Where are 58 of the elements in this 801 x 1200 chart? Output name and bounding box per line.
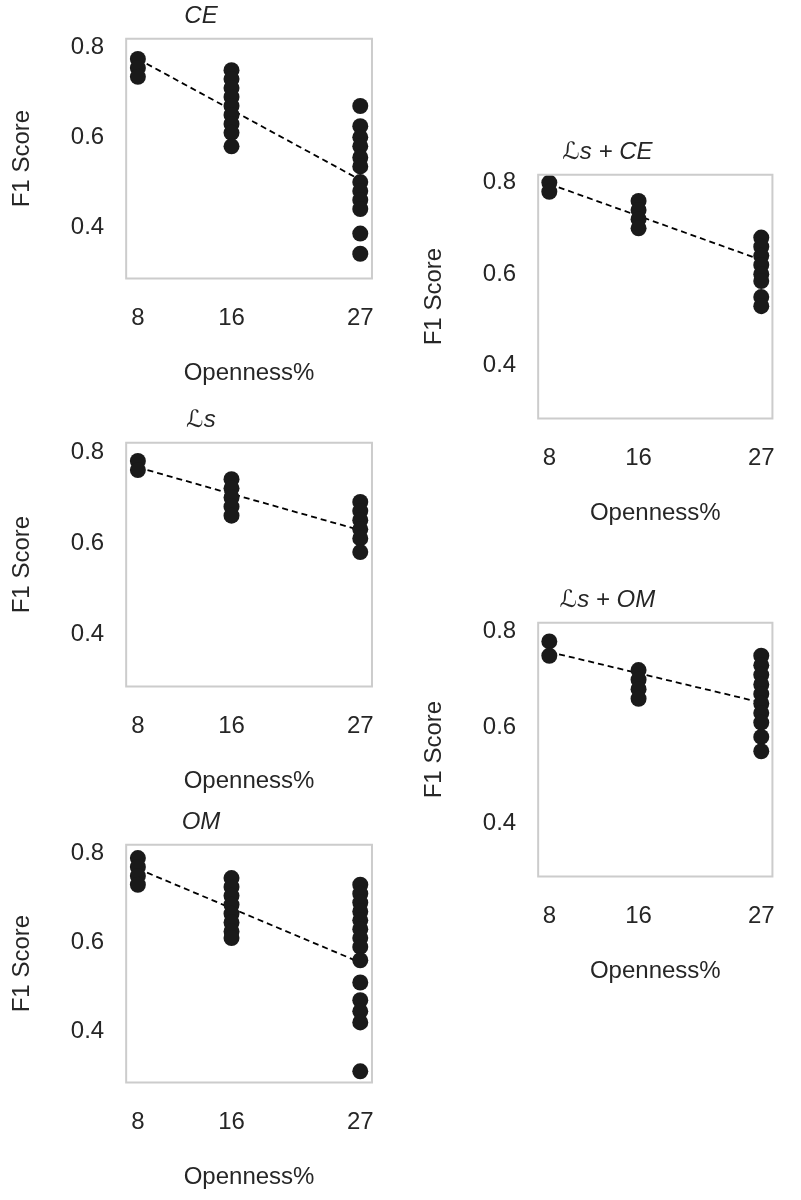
y-axis-title: F1 Score <box>7 515 35 614</box>
point <box>541 647 558 664</box>
x-tick-label: 8 <box>542 443 556 471</box>
y-tick-label: 0.8 <box>70 436 105 464</box>
x-tick-label: 27 <box>747 901 775 929</box>
x-tick-label: 27 <box>346 303 374 331</box>
y-tick-label: 0.4 <box>70 211 105 239</box>
y-axis-title: F1 Score <box>7 109 35 208</box>
x-axis-title: Openness% <box>589 498 721 526</box>
point <box>352 974 369 991</box>
point <box>352 97 369 114</box>
x-tick-label: 8 <box>131 711 145 739</box>
point <box>352 1014 369 1031</box>
x-tick-label: 27 <box>346 711 374 739</box>
point <box>753 743 770 760</box>
point <box>352 544 369 561</box>
point <box>352 952 369 969</box>
x-tick-label: 8 <box>131 303 145 331</box>
x-tick-label: 16 <box>218 711 245 739</box>
y-tick-label: 0.6 <box>482 712 517 740</box>
chart-title: ℒs + CE <box>562 137 654 165</box>
chart-title: ℒs <box>186 405 216 433</box>
chart-title: OM <box>181 807 221 835</box>
x-tick-label: 16 <box>218 303 245 331</box>
chart-title: CE <box>184 1 219 29</box>
x-tick-label: 8 <box>131 1107 145 1135</box>
y-axis-title: F1 Score <box>419 247 447 346</box>
y-tick-label: 0.8 <box>482 616 517 644</box>
point <box>223 138 240 155</box>
x-axis-title: Openness% <box>183 766 315 794</box>
x-axis-title: Openness% <box>183 358 315 386</box>
y-tick-label: 0.4 <box>482 350 517 378</box>
y-tick-label: 0.8 <box>70 838 105 866</box>
x-tick-label: 27 <box>346 1107 374 1135</box>
point <box>352 1063 369 1080</box>
chart-title: ℒs + OM <box>559 585 656 613</box>
x-tick-label: 16 <box>218 1107 245 1135</box>
x-tick-label: 16 <box>625 443 652 471</box>
point <box>753 728 770 745</box>
x-tick-label: 27 <box>747 443 775 471</box>
y-tick-label: 0.6 <box>70 927 105 955</box>
point <box>352 245 369 262</box>
y-axis-title: F1 Score <box>7 914 35 1013</box>
point <box>541 633 558 650</box>
x-axis-title: Openness% <box>589 956 721 984</box>
x-axis-title: Openness% <box>183 1162 315 1190</box>
y-tick-label: 0.4 <box>70 1015 105 1043</box>
x-tick-label: 8 <box>542 901 556 929</box>
y-tick-label: 0.8 <box>70 32 105 60</box>
y-tick-label: 0.6 <box>482 258 517 286</box>
y-tick-label: 0.4 <box>482 807 517 835</box>
y-tick-label: 0.6 <box>70 121 105 149</box>
y-tick-label: 0.6 <box>70 527 105 555</box>
x-tick-label: 16 <box>625 901 652 929</box>
point <box>352 225 369 242</box>
y-tick-label: 0.4 <box>70 618 105 646</box>
y-axis-title: F1 Score <box>419 700 447 799</box>
y-tick-label: 0.8 <box>482 167 517 195</box>
